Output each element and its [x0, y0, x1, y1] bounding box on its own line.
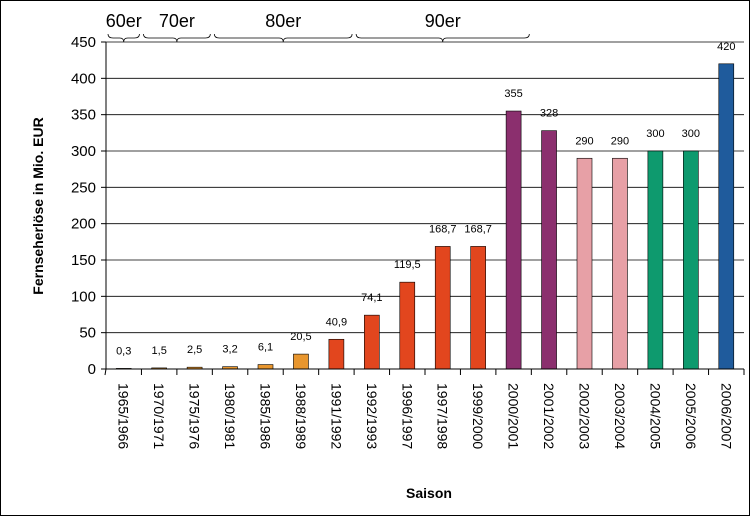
- y-axis-ticks: 0 50 100 150 200 250 300 350 400 450: [71, 34, 106, 378]
- bar: [718, 63, 735, 370]
- x-tick-label: 2004/2005: [647, 383, 663, 449]
- x-tick-label: 2002/2003: [577, 383, 593, 449]
- y-tick-label: 150: [71, 252, 96, 269]
- data-label: 168,7: [464, 223, 492, 235]
- data-label: 20,5: [290, 331, 311, 343]
- x-tick-mark: [104, 368, 107, 376]
- x-tick-label: 1975/1976: [187, 383, 203, 449]
- data-label: 300: [646, 128, 664, 140]
- bar: [399, 281, 416, 370]
- data-label: 74,1: [361, 292, 382, 304]
- x-tick-label: 2005/2006: [683, 383, 699, 449]
- data-label: 290: [611, 135, 629, 147]
- x-tick-label: 1985/1986: [258, 383, 274, 449]
- y-tick-label: 400: [71, 70, 96, 87]
- y-tick-label: 100: [71, 288, 96, 305]
- x-tick-label: 1991/1992: [328, 383, 344, 449]
- x-tick-label: 1996/1997: [399, 383, 415, 449]
- gridlines: [106, 41, 744, 334]
- y-tick-label: 300: [71, 143, 96, 160]
- data-label: 6,1: [258, 342, 273, 354]
- data-label: 168,7: [429, 223, 457, 235]
- decade-bracket: [355, 33, 530, 43]
- bar: [470, 246, 486, 370]
- x-tick-label: 1965/1966: [116, 383, 132, 449]
- x-axis-label: Saison: [406, 485, 452, 501]
- x-tick-label: 1999/2000: [470, 383, 486, 449]
- bar: [364, 314, 380, 370]
- decade-bracket: [107, 33, 140, 43]
- x-tick-label: 1997/1998: [435, 383, 451, 449]
- x-tick-label: 2000/2001: [506, 383, 522, 449]
- y-axis-label: Fernseherlöse in Mio. EUR: [30, 117, 46, 294]
- decade-label: 90er: [425, 11, 461, 31]
- bar: [257, 364, 274, 370]
- decade-bracket: [143, 33, 211, 43]
- bar: [505, 110, 522, 370]
- bar: [328, 338, 345, 370]
- data-label: 355: [504, 88, 522, 100]
- y-tick-label: 250: [71, 179, 96, 196]
- data-label: 119,5: [394, 259, 421, 271]
- y-tick-label: 0: [88, 361, 96, 378]
- bars: [115, 63, 735, 370]
- x-tick-label: 1970/1971: [151, 383, 167, 449]
- axes: [104, 42, 744, 376]
- data-label: 1,5: [152, 345, 167, 357]
- value-labels: 0,3 1,5 2,5 3,2 6,1 20,5 40,9 74,1 119,5 168,7 168…: [116, 41, 735, 358]
- x-tick-label: 2006/2007: [718, 383, 734, 449]
- bar: [647, 150, 664, 370]
- decade-label: 70er: [159, 11, 195, 31]
- y-tick-label: 350: [71, 107, 96, 124]
- y-tick-label: 200: [71, 216, 96, 233]
- bar: [541, 130, 557, 370]
- data-label: 2,5: [187, 344, 202, 356]
- data-label: 3,2: [222, 344, 237, 356]
- data-label: 300: [682, 128, 700, 140]
- decade-label: 80er: [265, 11, 301, 31]
- data-label: 290: [575, 135, 593, 147]
- decade-brackets: 60er 70er 80er 90er: [106, 11, 530, 43]
- bar: [293, 353, 309, 370]
- bar: [683, 150, 699, 370]
- x-tick-label: 2001/2002: [541, 383, 557, 449]
- x-tick-label: 1980/1981: [222, 383, 238, 449]
- decade-label: 60er: [106, 11, 142, 31]
- y-tick-label: 50: [79, 325, 96, 342]
- bar: [612, 157, 628, 370]
- data-label: 328: [540, 108, 558, 120]
- bar: [576, 157, 593, 370]
- data-label: 0,3: [116, 345, 131, 357]
- y-tick-label: 450: [71, 34, 96, 51]
- decade-bracket: [213, 33, 353, 43]
- x-tick-label: 2003/2004: [612, 383, 628, 449]
- x-tick-label: 1988/1989: [293, 383, 309, 449]
- data-label: 420: [717, 41, 735, 53]
- x-tick-label: 1992/1993: [364, 383, 380, 449]
- bar: [434, 246, 451, 370]
- data-label: 40,9: [326, 316, 347, 328]
- x-axis-ticks: 1965/1966 1970/1971 1975/1976 1980/1981 1985…: [116, 369, 745, 449]
